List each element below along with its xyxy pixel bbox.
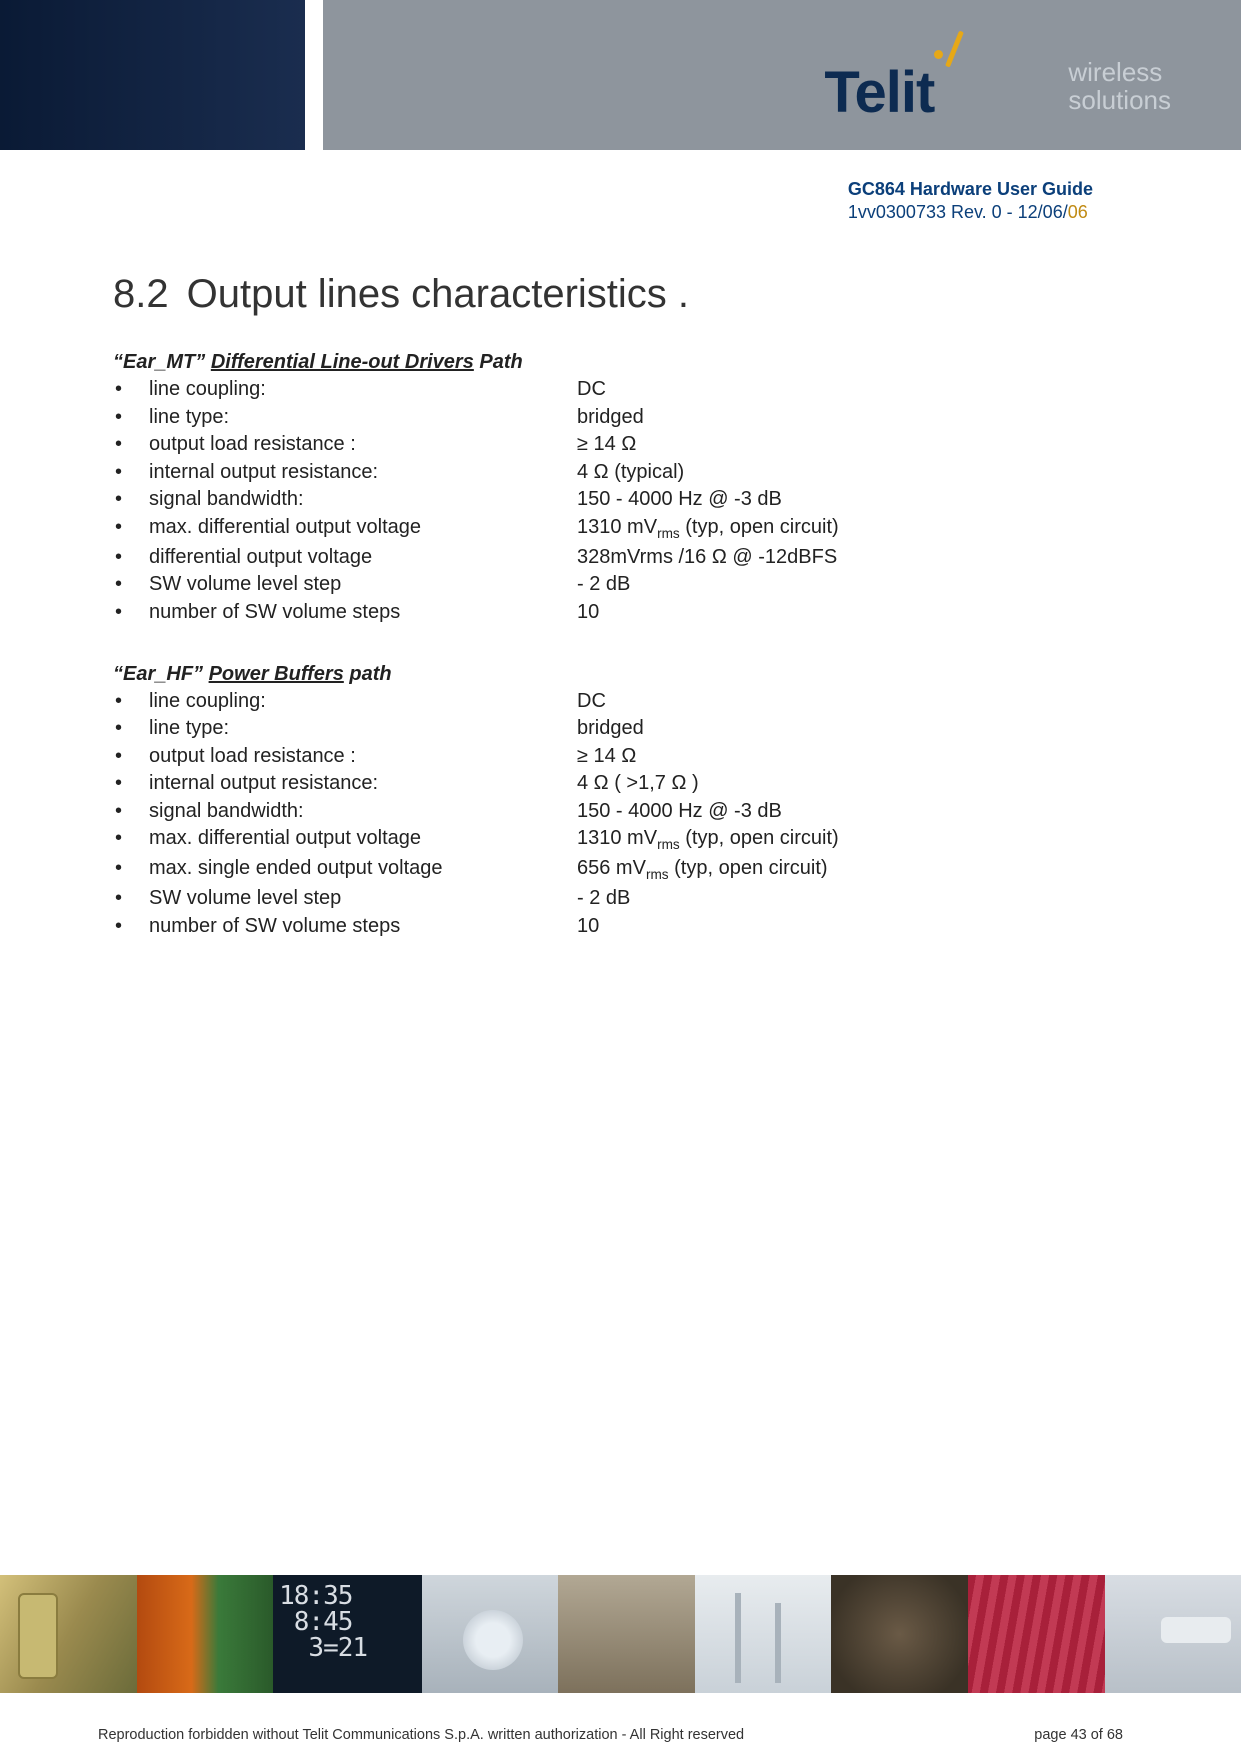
spec-value: DC — [577, 688, 1093, 716]
group-prefix: “Ear_MT” — [113, 351, 211, 373]
group-suffix: Path — [474, 351, 523, 373]
document-meta: GC864 Hardware User Guide 1vv0300733 Rev… — [848, 178, 1093, 224]
document-revision: 1vv0300733 Rev. 0 - 12/06/06 — [848, 201, 1093, 224]
section-heading: 8.2 Output lines characteristics . — [113, 272, 1093, 317]
group-underlined: Power Buffers — [209, 663, 344, 685]
spec-label: internal output resistance: — [149, 459, 577, 487]
spec-value: 4 Ω (typical) — [577, 459, 1093, 487]
spec-label: output load resistance : — [149, 431, 577, 459]
footer-tile-cyclist — [422, 1575, 559, 1693]
spec-value: - 2 dB — [577, 571, 1093, 599]
spec-row: internal output resistance: 4 Ω ( >1,7 Ω… — [115, 770, 1093, 798]
spec-value: 150 - 4000 Hz @ -3 dB — [577, 486, 1093, 514]
spec-row: internal output resistance: 4 Ω (typical… — [115, 459, 1093, 487]
footer-tile-sign — [0, 1575, 137, 1693]
spec-label: max. differential output voltage — [149, 825, 577, 855]
footer-tile-display: 18:35 8:45 3=21 — [273, 1575, 422, 1693]
spec-row: signal bandwidth:150 - 4000 Hz @ -3 dB — [115, 486, 1093, 514]
spec-value: 1310 mVrms (typ, open circuit) — [577, 825, 1093, 855]
group-underlined: Differential Line-out Drivers — [211, 351, 474, 373]
spec-row: max. single ended output voltage656 mVrm… — [115, 855, 1093, 885]
spec-value: - 2 dB — [577, 885, 1093, 913]
brand-accent-icon — [932, 32, 972, 72]
spec-value: 656 mVrms (typ, open circuit) — [577, 855, 1093, 885]
brand-mark: Telit — [824, 40, 1054, 120]
group-title: “Ear_MT” Differential Line-out Drivers P… — [113, 351, 1093, 374]
group-gap — [113, 627, 1093, 663]
spec-value: DC — [577, 376, 1093, 404]
brand-tagline: wireless solutions — [1068, 59, 1171, 120]
spec-label: line type: — [149, 715, 577, 743]
footer-tile-meter — [831, 1575, 968, 1693]
spec-row: line type:bridged — [115, 404, 1093, 432]
document-title: GC864 Hardware User Guide — [848, 178, 1093, 201]
spec-label: line type: — [149, 404, 577, 432]
spec-label: signal bandwidth: — [149, 486, 577, 514]
footer-tile-windmills — [695, 1575, 832, 1693]
spec-label: internal output resistance: — [149, 770, 577, 798]
footer-image-strip: 18:35 8:45 3=21 — [0, 1575, 1241, 1693]
footer-page-number: page 43 of 68 — [1034, 1727, 1123, 1743]
spec-row: SW volume level step- 2 dB — [115, 885, 1093, 913]
spec-row: signal bandwidth:150 - 4000 Hz @ -3 dB — [115, 798, 1093, 826]
spec-label: number of SW volume steps — [149, 913, 577, 941]
brand-tagline-line2: solutions — [1068, 87, 1171, 114]
group-suffix: path — [344, 663, 392, 685]
spec-label: signal bandwidth: — [149, 798, 577, 826]
footer-tile-containers — [137, 1575, 274, 1693]
spec-value: ≥ 14 Ω — [577, 743, 1093, 771]
group-prefix: “Ear_HF” — [113, 663, 209, 685]
spec-value: 10 — [577, 913, 1093, 941]
spec-label: max. single ended output voltage — [149, 855, 577, 885]
footer-copyright: Reproduction forbidden without Telit Com… — [98, 1727, 744, 1743]
spec-value: bridged — [577, 715, 1093, 743]
spec-row: differential output voltage328mVrms /16 … — [115, 544, 1093, 572]
spec-label: output load resistance : — [149, 743, 577, 771]
spec-label: line coupling: — [149, 688, 577, 716]
spec-row: number of SW volume steps10 — [115, 599, 1093, 627]
spec-label: SW volume level step — [149, 571, 577, 599]
spec-row: number of SW volume steps10 — [115, 913, 1093, 941]
spec-value: 328mVrms /16 Ω @ -12dBFS — [577, 544, 1093, 572]
spec-row: line coupling:DC — [115, 688, 1093, 716]
spec-row: max. differential output voltage1310 mVr… — [115, 514, 1093, 544]
section-number: 8.2 — [113, 272, 169, 317]
spec-row: max. differential output voltage1310 mVr… — [115, 825, 1093, 855]
brand-name: Telit — [824, 59, 934, 126]
spec-row: output load resistance :≥ 14 Ω — [115, 743, 1093, 771]
brand-logo: Telit wireless solutions — [824, 40, 1171, 120]
brand-tagline-line1: wireless — [1068, 59, 1171, 86]
footer-tile-camera — [1105, 1575, 1241, 1693]
spec-groups: “Ear_MT” Differential Line-out Drivers P… — [113, 351, 1093, 940]
header-band: Telit wireless solutions — [0, 0, 1241, 150]
group-title: “Ear_HF” Power Buffers path — [113, 663, 1093, 686]
document-revision-prefix: 1vv0300733 Rev. 0 - 12/06/ — [848, 202, 1068, 222]
spec-value: 4 Ω ( >1,7 Ω ) — [577, 770, 1093, 798]
header-left-block — [0, 0, 305, 150]
document-revision-suffix: 06 — [1068, 202, 1088, 222]
footer-tile-curtain — [968, 1575, 1105, 1693]
section-title: Output lines characteristics . — [187, 272, 689, 316]
spec-label: max. differential output voltage — [149, 514, 577, 544]
spec-value: 150 - 4000 Hz @ -3 dB — [577, 798, 1093, 826]
spec-label: differential output voltage — [149, 544, 577, 572]
spec-value: 10 — [577, 599, 1093, 627]
spec-label: number of SW volume steps — [149, 599, 577, 627]
header-right-block: Telit wireless solutions — [323, 0, 1241, 150]
spec-value: 1310 mVrms (typ, open circuit) — [577, 514, 1093, 544]
content-area: 8.2 Output lines characteristics . “Ear_M… — [113, 272, 1093, 940]
spec-value: bridged — [577, 404, 1093, 432]
spec-list: line coupling:DCline type:bridgedoutput … — [113, 376, 1093, 627]
header-gap — [305, 0, 323, 150]
spec-label: SW volume level step — [149, 885, 577, 913]
spec-row: line type:bridged — [115, 715, 1093, 743]
spec-row: line coupling:DC — [115, 376, 1093, 404]
spec-row: output load resistance :≥ 14 Ω — [115, 431, 1093, 459]
footer-tile-vending — [558, 1575, 695, 1693]
spec-label: line coupling: — [149, 376, 577, 404]
footer-display-text: 18:35 8:45 3=21 — [279, 1581, 367, 1663]
spec-row: SW volume level step- 2 dB — [115, 571, 1093, 599]
spec-list: line coupling:DCline type:bridgedoutput … — [113, 688, 1093, 941]
spec-value: ≥ 14 Ω — [577, 431, 1093, 459]
